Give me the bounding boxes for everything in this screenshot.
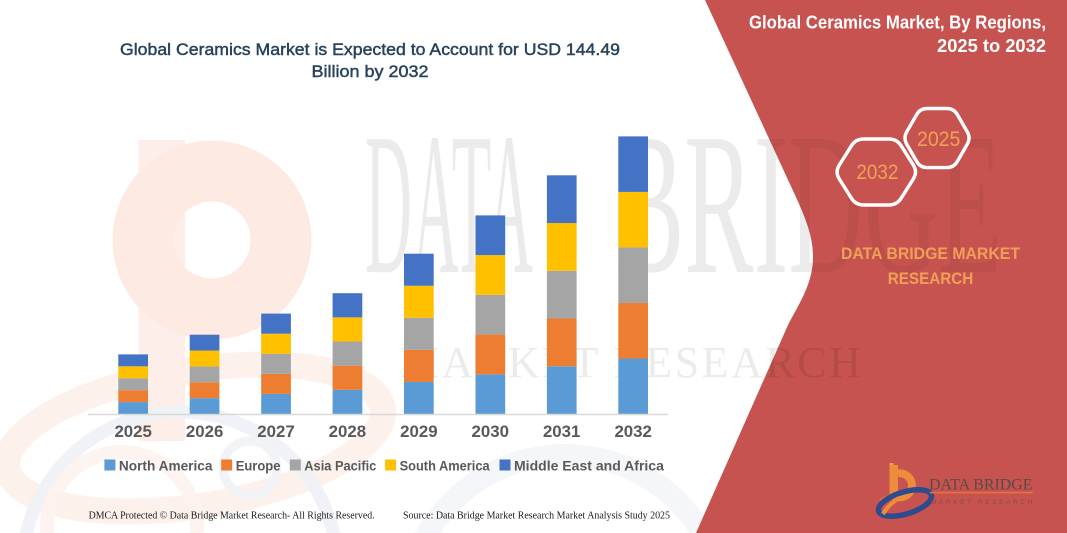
- svg-text:2025 to 2032: 2025 to 2032: [937, 35, 1046, 56]
- svg-text:2026: 2026: [186, 422, 224, 441]
- svg-text:Source: Data Bridge Market Res: Source: Data Bridge Market Research Mark…: [403, 511, 670, 522]
- svg-text:2025: 2025: [114, 422, 152, 441]
- svg-text:2032: 2032: [614, 422, 652, 441]
- svg-text:Global Ceramics Market is Expe: Global Ceramics Market is Expected to Ac…: [120, 40, 620, 59]
- svg-text:2025: 2025: [917, 128, 961, 151]
- svg-text:Middle East and Africa: Middle East and Africa: [514, 459, 664, 474]
- svg-text:2029: 2029: [400, 422, 438, 441]
- svg-text:DMCA Protected © Data Bridge M: DMCA Protected © Data Bridge Market Rese…: [89, 511, 375, 522]
- svg-text:South America: South America: [400, 459, 490, 474]
- svg-text:North America: North America: [119, 459, 213, 474]
- svg-text:2030: 2030: [472, 422, 510, 441]
- svg-text:Global Ceramics Market, By Reg: Global Ceramics Market, By Regions,: [749, 12, 1046, 33]
- svg-text:Billion by 2032: Billion by 2032: [312, 62, 429, 81]
- svg-text:MARKET RESEARCH: MARKET RESEARCH: [931, 499, 1035, 506]
- svg-text:DATA: DATA: [365, 92, 533, 317]
- svg-text:Asia Pacific: Asia Pacific: [304, 459, 376, 474]
- svg-text:2031: 2031: [543, 422, 581, 441]
- svg-text:2032: 2032: [856, 161, 898, 184]
- svg-text:2027: 2027: [257, 422, 295, 441]
- svg-text:Europe: Europe: [236, 459, 281, 474]
- svg-text:2028: 2028: [329, 422, 367, 441]
- svg-text:DATA BRIDGE: DATA BRIDGE: [929, 477, 1033, 494]
- svg-text:RESEARCH: RESEARCH: [888, 269, 974, 288]
- svg-text:DATA BRIDGE MARKET: DATA BRIDGE MARKET: [841, 244, 1021, 263]
